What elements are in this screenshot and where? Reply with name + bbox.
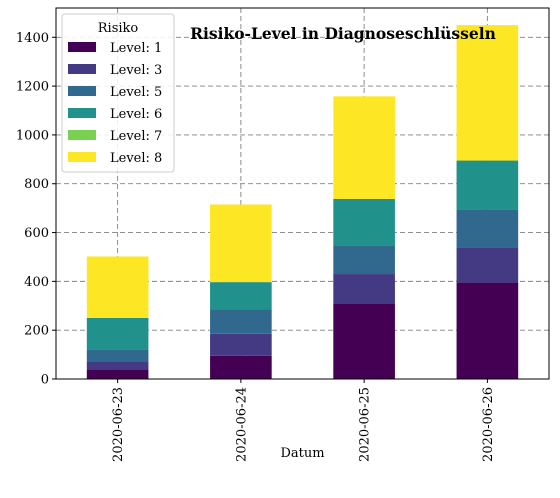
legend-swatch <box>68 108 96 118</box>
x-tick-label: 2020-06-25 <box>358 387 373 462</box>
x-axis-label: Datum <box>280 446 324 461</box>
bar-segment <box>210 204 272 283</box>
legend-item-label: Level: 8 <box>110 151 162 166</box>
legend-item-label: Level: 7 <box>110 129 162 144</box>
bar-segment <box>333 96 395 199</box>
legend-title: Risiko <box>98 21 139 36</box>
y-tick-label: 1400 <box>16 31 49 46</box>
y-axis: 0 200 400 600 800 1000 1200 1400 <box>16 31 56 388</box>
legend-swatch <box>68 64 96 74</box>
bar-segment <box>210 355 272 379</box>
bar-segment <box>333 303 395 379</box>
bar-segment <box>456 282 519 379</box>
y-tick-label: 200 <box>24 324 49 339</box>
legend-items: Level: 1 Level: 3 Level: 5 Level: 6 Level: 7… <box>68 41 162 166</box>
bar-segment <box>86 369 149 379</box>
chart-title: Risiko-Level in Diagnoseschlüsseln <box>190 24 496 43</box>
bar-segment <box>456 209 519 248</box>
bar-segment <box>210 309 272 334</box>
bar-segment <box>456 25 519 161</box>
y-tick-label: 400 <box>24 275 49 290</box>
bars-layer <box>86 25 519 379</box>
bar-segment <box>456 160 519 210</box>
legend-item-label: Level: 6 <box>110 107 162 122</box>
x-axis: 2020-06-23 2020-06-24 2020-06-25 2020-06-26 <box>111 379 496 462</box>
bar-segment <box>333 274 395 304</box>
x-tick-label: 2020-06-24 <box>234 387 249 462</box>
legend-swatch <box>68 130 96 140</box>
y-tick-label: 800 <box>24 177 49 192</box>
bar-segment <box>210 282 272 310</box>
bar-segment <box>86 349 149 362</box>
y-tick-label: 1200 <box>16 80 49 95</box>
legend-swatch <box>68 42 96 52</box>
bar-segment <box>456 247 519 283</box>
legend-swatch <box>68 152 96 162</box>
bar-segment <box>210 333 272 356</box>
bar-segment <box>333 245 395 275</box>
legend-item-label: Level: 5 <box>110 85 162 100</box>
x-tick-label: 2020-06-26 <box>481 387 496 462</box>
bar-segment <box>86 317 149 350</box>
bar-segment <box>86 256 149 318</box>
bar-segment <box>333 198 395 246</box>
y-tick-label: 0 <box>41 373 49 388</box>
legend-item-label: Level: 3 <box>110 63 162 78</box>
y-tick-label: 600 <box>24 226 49 241</box>
legend-item-label: Level: 1 <box>110 41 162 56</box>
bar-segment <box>86 361 149 370</box>
x-tick-label: 2020-06-23 <box>111 387 126 462</box>
y-tick-label: 1000 <box>16 128 49 143</box>
legend-swatch <box>68 86 96 96</box>
plot-frame <box>55 7 550 380</box>
